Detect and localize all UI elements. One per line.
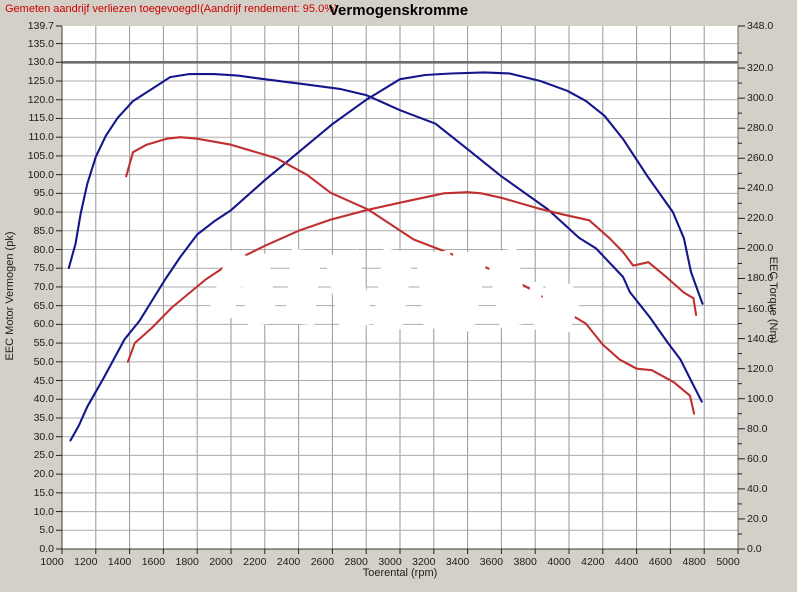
x-axis-tick-label: 1400 xyxy=(107,556,132,568)
left-axis-tick-label: 0.0 xyxy=(39,543,54,555)
right-axis-tick-label: 20.0 xyxy=(747,512,768,525)
right-axis-tick-label: 100.0 xyxy=(747,392,774,405)
curve-stock-power-pk xyxy=(126,191,698,363)
left-axis-tick-label: 120.0 xyxy=(27,93,54,106)
axis-ticks xyxy=(56,25,745,554)
left-axis-tick-label: 95.0 xyxy=(33,187,54,200)
left-axis-tick-label: 10.0 xyxy=(33,505,54,518)
left-axis-tick-label: 45.0 xyxy=(33,374,54,387)
right-axis-tick-label: 180.0 xyxy=(747,272,774,285)
drivetrain-loss-note: Gemeten aandrijf verliezen toegevoegd!(A… xyxy=(5,3,338,15)
left-axis-tick-label: 80.0 xyxy=(33,243,54,256)
right-axis-tick-label: 40.0 xyxy=(747,482,768,495)
x-axis-tick-label: 4800 xyxy=(682,556,706,568)
x-axis-tick-label: 2600 xyxy=(310,556,335,568)
x-axis-tick-label: 1600 xyxy=(141,556,166,568)
left-axis-tick-label: 55.0 xyxy=(33,337,54,350)
x-axis-tick-label: 2800 xyxy=(344,556,368,568)
left-axis-tick-label: 125.0 xyxy=(27,75,54,88)
left-axis-tick-label: 85.0 xyxy=(33,224,54,237)
left-axis-tick-label: 60.0 xyxy=(33,318,54,331)
dyno-curves xyxy=(67,71,704,442)
right-axis-tick-label: 80.0 xyxy=(747,422,768,435)
left-axis-tick-label: 15.0 xyxy=(33,486,54,499)
x-axis-tick-label: 3800 xyxy=(513,556,537,568)
right-axis-tick-label: 240.0 xyxy=(747,182,774,195)
x-axis-tick-label: 4400 xyxy=(614,556,639,568)
curve-stock-torque-Nm xyxy=(125,136,696,415)
x-axis-tick-label: 5000 xyxy=(716,556,740,568)
curve-tuned-torque-Nm xyxy=(67,73,703,403)
left-axis-tick-label: 135.0 xyxy=(27,37,54,50)
left-axis-tick-label: 110.0 xyxy=(28,131,55,144)
chart-title: Vermogenskromme xyxy=(328,2,469,19)
left-axis-tick-label: 90.0 xyxy=(33,206,54,219)
x-axis-tick-label: 2000 xyxy=(209,556,233,568)
right-axis-tick-label: 140.0 xyxy=(747,332,774,345)
left-axis-tick-label: 35.0 xyxy=(33,411,54,424)
x-axis-tick-label: 1200 xyxy=(74,556,98,568)
right-axis-tick-label: 320.0 xyxy=(747,62,774,75)
x-axis-tick-label: 1000 xyxy=(40,556,64,568)
x-axis-tick-label: 3000 xyxy=(378,556,402,568)
right-axis-tick-label: 160.0 xyxy=(747,302,774,315)
left-axis-tick-label: 50.0 xyxy=(33,355,54,368)
right-axis-tick-label: 60.0 xyxy=(747,452,768,465)
x-axis-tick-label: 4200 xyxy=(581,556,605,568)
right-axis-tick-label: 300.0 xyxy=(747,92,774,105)
x-axis-tick-label: 1800 xyxy=(175,556,199,568)
left-axis-tick-label: 25.0 xyxy=(33,449,54,462)
right-axis-title: EEC Torque (Nm) xyxy=(767,256,779,344)
x-axis-tick-label: 2200 xyxy=(243,556,267,568)
left-axis-tick-label: 70.0 xyxy=(33,280,54,293)
left-axis-tick-label: 65.0 xyxy=(33,299,54,312)
x-axis-tick-label: 4000 xyxy=(547,556,571,568)
left-axis-tick-label: 20.0 xyxy=(33,468,54,481)
left-axis-tick-label: 130.0 xyxy=(27,56,54,69)
x-axis-tick-label: 3600 xyxy=(479,556,504,568)
x-axis-tick-label: 3400 xyxy=(445,556,470,568)
right-axis-tick-label: 220.0 xyxy=(747,212,774,225)
x-axis-title: Toerental (rpm) xyxy=(362,567,438,579)
left-axis-tick-label: 100.0 xyxy=(27,168,54,181)
left-axis-tick-label: 139.7 xyxy=(27,20,54,32)
x-axis-tick-label: 2400 xyxy=(276,556,301,568)
x-axis-tick-label: 4600 xyxy=(648,556,673,568)
left-axis-tick-label: 30.0 xyxy=(33,430,54,443)
right-axis-tick-label: 120.0 xyxy=(747,362,774,375)
right-axis-tick-label: 200.0 xyxy=(747,242,774,255)
left-axis-tick-label: 75.0 xyxy=(33,262,54,275)
x-axis-tick-label: 3200 xyxy=(412,556,436,568)
right-axis-tick-label: 348.0 xyxy=(747,20,774,32)
left-axis-tick-label: 115.0 xyxy=(28,112,55,125)
left-axis-tick-label: 105.0 xyxy=(27,149,54,162)
right-axis-tick-label: 280.0 xyxy=(747,122,774,135)
right-axis-tick-label: 0.0 xyxy=(747,543,762,555)
watermark xyxy=(208,247,582,337)
left-axis-tick-label: 40.0 xyxy=(33,393,54,406)
right-axis-tick-label: 260.0 xyxy=(747,152,774,165)
left-axis-tick-label: 5.0 xyxy=(39,524,54,537)
curve-tuned-power-pk xyxy=(69,71,704,442)
